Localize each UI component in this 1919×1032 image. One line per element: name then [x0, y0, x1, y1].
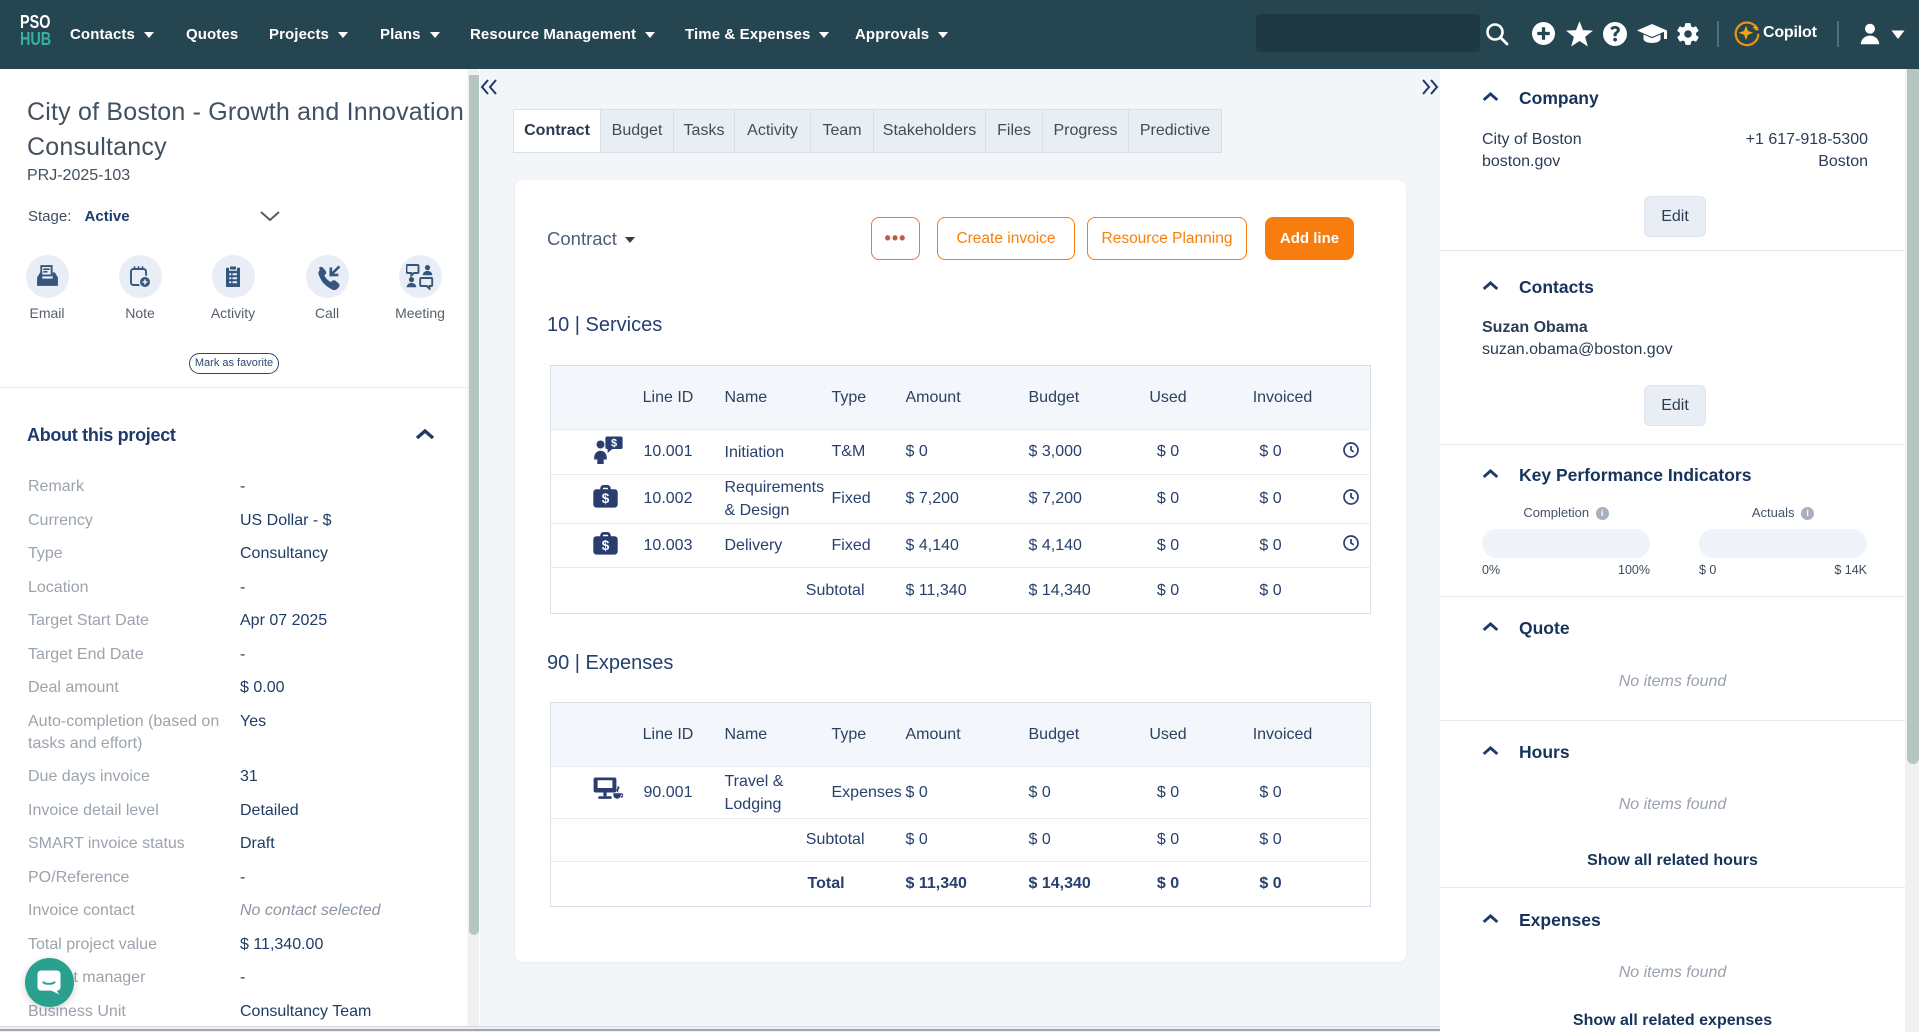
svg-text:$: $	[602, 491, 610, 506]
svg-text:$: $	[611, 437, 617, 449]
svg-text:$: $	[602, 538, 610, 553]
